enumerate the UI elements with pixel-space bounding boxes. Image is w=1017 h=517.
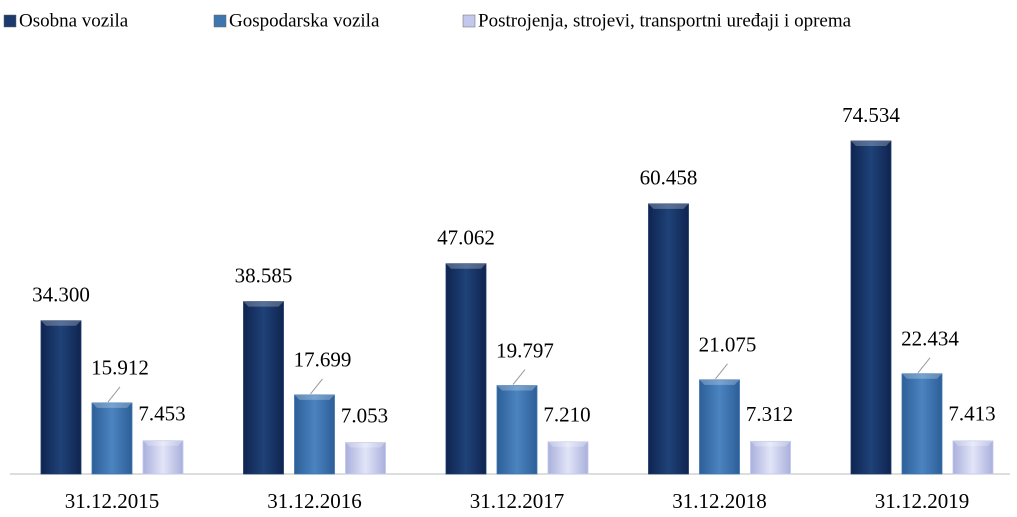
leader-line <box>917 357 931 374</box>
leader-line <box>310 378 323 395</box>
bar-bevel <box>446 263 486 269</box>
legend-swatch <box>3 14 17 28</box>
bar <box>699 379 740 475</box>
bar <box>496 385 538 475</box>
bar-bevel <box>92 402 132 408</box>
leader-line <box>715 363 728 380</box>
legend-label: Osobna vozila <box>19 10 129 31</box>
data-label: 22.434 <box>901 327 959 351</box>
bar <box>40 320 82 475</box>
bar-bevel <box>41 320 81 326</box>
data-label: 19.797 <box>496 338 554 362</box>
bar <box>850 140 892 475</box>
bar <box>901 373 943 475</box>
data-label: 7.413 <box>948 402 995 426</box>
data-label: 7.312 <box>746 402 793 426</box>
bar <box>91 402 133 475</box>
x-tick-label: 31.12.2015 <box>65 489 160 513</box>
leader-line <box>107 386 121 403</box>
data-label: 74.534 <box>842 103 900 127</box>
bar-bevel <box>143 440 183 446</box>
bar <box>952 440 994 475</box>
legend-swatch <box>462 14 476 28</box>
data-label: 60.458 <box>640 166 698 190</box>
bar <box>750 440 791 475</box>
legend-swatch <box>213 14 227 28</box>
data-label: 34.300 <box>32 283 90 307</box>
data-label: 21.075 <box>699 333 757 357</box>
bar-bevel <box>902 373 942 379</box>
bar <box>294 394 335 475</box>
data-label: 7.053 <box>341 403 388 427</box>
bar <box>345 442 386 475</box>
data-label: 15.912 <box>91 356 149 380</box>
bar-bevel <box>243 301 284 307</box>
x-tick-label: 31.12.2016 <box>267 489 362 513</box>
bar-bevel <box>953 440 993 446</box>
leader-line <box>512 369 526 385</box>
bar-bevel <box>345 442 386 448</box>
bar-bevel <box>851 141 891 146</box>
data-label: 38.585 <box>235 263 293 287</box>
data-label: 7.453 <box>138 402 185 426</box>
x-tick-label: 31.12.2019 <box>875 489 970 513</box>
bar-bevel <box>497 385 537 391</box>
bar-bevel <box>648 203 689 209</box>
x-tick-label: 31.12.2018 <box>672 489 767 513</box>
bar-bevel <box>294 394 335 400</box>
legend-label: Postrojenja, strojevi, transportni uređa… <box>478 10 852 31</box>
bar <box>243 301 284 475</box>
bar-bevel <box>699 379 740 385</box>
data-label: 7.210 <box>543 403 590 427</box>
bar <box>445 263 487 475</box>
bar-bevel <box>548 441 588 447</box>
data-label: 47.062 <box>437 226 495 250</box>
bar-bevel <box>750 441 791 447</box>
bar <box>142 440 184 475</box>
legend-label: Gospodarska vozila <box>229 10 380 31</box>
bar <box>648 203 689 475</box>
data-label: 17.699 <box>294 348 352 372</box>
x-tick-label: 31.12.2017 <box>470 489 565 513</box>
bar <box>547 441 589 475</box>
